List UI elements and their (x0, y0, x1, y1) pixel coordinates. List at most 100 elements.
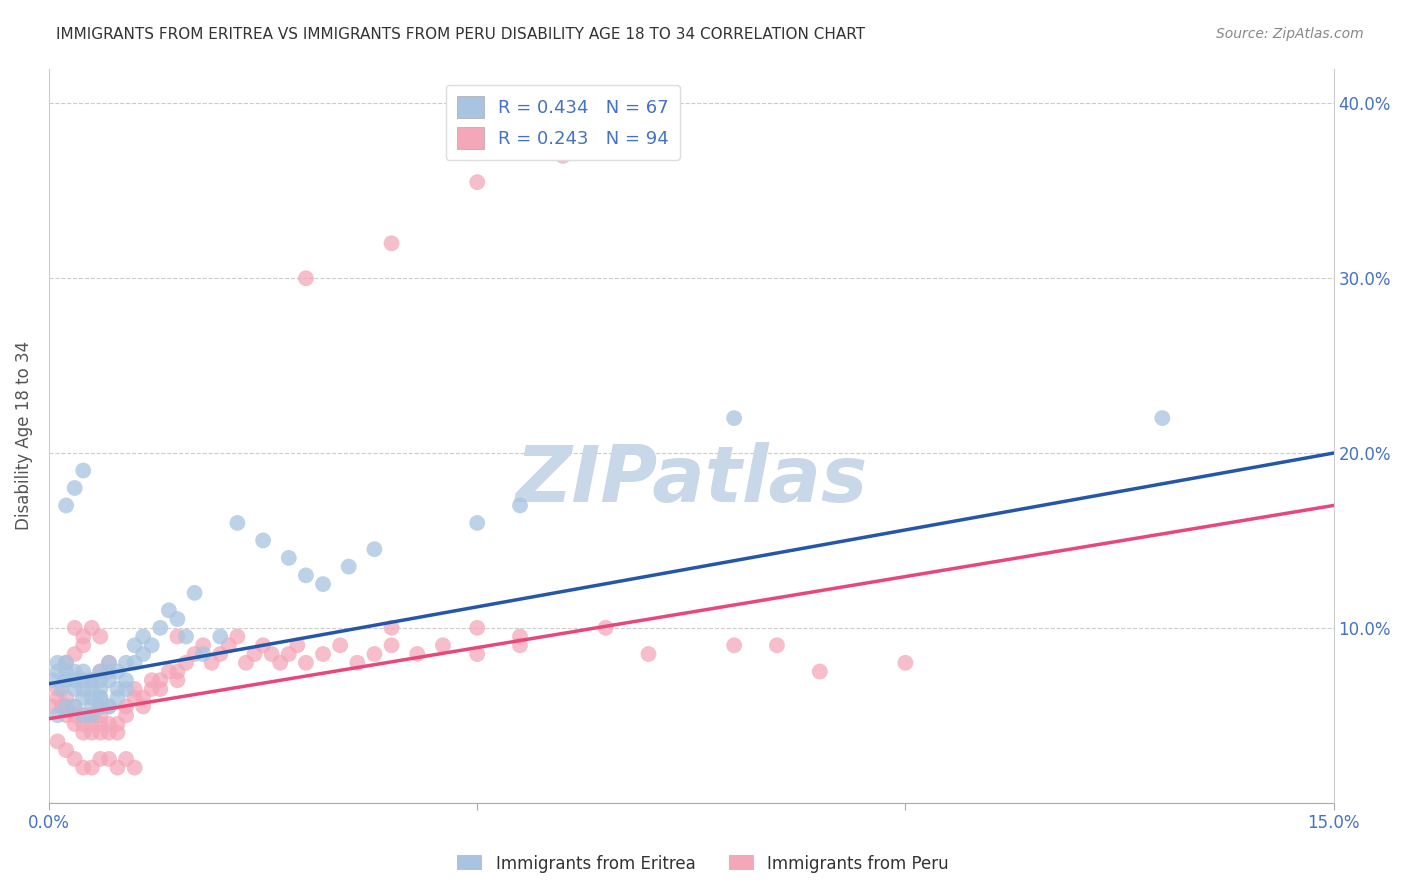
Point (55, 665, 77, 679)
Point (72, 717, 94, 731)
Point (80, 699, 103, 714)
Point (260, 647, 283, 661)
Point (115, 656, 138, 670)
Point (63, 708, 86, 723)
Point (218, 638, 240, 652)
Point (89, 752, 111, 766)
Point (89, 681, 111, 696)
Point (72, 708, 94, 723)
Point (115, 681, 138, 696)
Point (252, 638, 274, 652)
Point (166, 665, 188, 679)
Point (63, 673, 86, 688)
Point (465, 647, 488, 661)
Point (72, 665, 94, 679)
Point (51, 699, 73, 714)
Point (80, 673, 103, 688)
Point (252, 533, 274, 548)
Point (166, 630, 188, 644)
Text: ZIPatlas: ZIPatlas (515, 442, 868, 517)
Point (80, 717, 103, 731)
Point (124, 761, 146, 775)
Point (63, 752, 86, 766)
Point (89, 725, 111, 739)
Point (509, 638, 531, 652)
Point (107, 761, 129, 775)
Point (55, 499, 77, 513)
Point (63, 699, 86, 714)
Point (63, 699, 86, 714)
Point (149, 621, 172, 635)
Point (89, 630, 111, 644)
Point (80, 725, 103, 739)
Point (191, 647, 214, 661)
Point (132, 699, 155, 714)
Point (346, 656, 368, 670)
Point (46, 656, 69, 670)
Point (97, 717, 120, 731)
Point (55, 673, 77, 688)
Point (141, 673, 163, 688)
Point (465, 621, 488, 635)
Point (89, 673, 111, 688)
Point (201, 656, 224, 670)
Point (42, 673, 65, 688)
Point (157, 603, 180, 617)
Point (46, 681, 69, 696)
Point (132, 630, 155, 644)
Point (89, 665, 111, 679)
Point (337, 559, 360, 574)
Legend: Immigrants from Eritrea, Immigrants from Peru: Immigrants from Eritrea, Immigrants from… (451, 848, 955, 880)
Point (124, 690, 146, 705)
Point (72, 708, 94, 723)
Point (285, 638, 308, 652)
Point (107, 725, 129, 739)
Point (97, 673, 120, 688)
Point (63, 681, 86, 696)
Point (509, 499, 531, 513)
Point (226, 630, 249, 644)
Point (149, 681, 172, 696)
Text: IMMIGRANTS FROM ERITREA VS IMMIGRANTS FROM PERU DISABILITY AGE 18 TO 34 CORRELAT: IMMIGRANTS FROM ERITREA VS IMMIGRANTS FR… (56, 27, 865, 42)
Point (63, 621, 86, 635)
Point (89, 699, 111, 714)
Point (46, 665, 69, 679)
Point (141, 638, 163, 652)
Point (55, 699, 77, 714)
Point (766, 638, 789, 652)
Point (432, 638, 454, 652)
Point (63, 717, 86, 731)
Point (80, 673, 103, 688)
Point (42, 699, 65, 714)
Point (509, 630, 531, 644)
Point (132, 647, 155, 661)
Point (295, 656, 318, 670)
Point (55, 656, 77, 670)
Point (89, 717, 111, 731)
Point (465, 516, 488, 530)
Point (89, 708, 111, 723)
Point (107, 717, 129, 731)
Point (595, 621, 617, 635)
Point (97, 656, 120, 670)
Point (209, 647, 232, 661)
Point (141, 681, 163, 696)
Point (149, 673, 172, 688)
Point (46, 708, 69, 723)
Point (183, 647, 205, 661)
Point (277, 550, 299, 565)
Point (80, 681, 103, 696)
Point (115, 699, 138, 714)
Point (115, 673, 138, 688)
Point (72, 690, 94, 705)
Point (72, 761, 94, 775)
Point (312, 577, 335, 591)
Point (72, 681, 94, 696)
Point (406, 647, 429, 661)
Point (55, 743, 77, 757)
Point (124, 638, 146, 652)
Point (46, 690, 69, 705)
Point (363, 542, 385, 557)
Point (72, 725, 94, 739)
Point (55, 656, 77, 670)
